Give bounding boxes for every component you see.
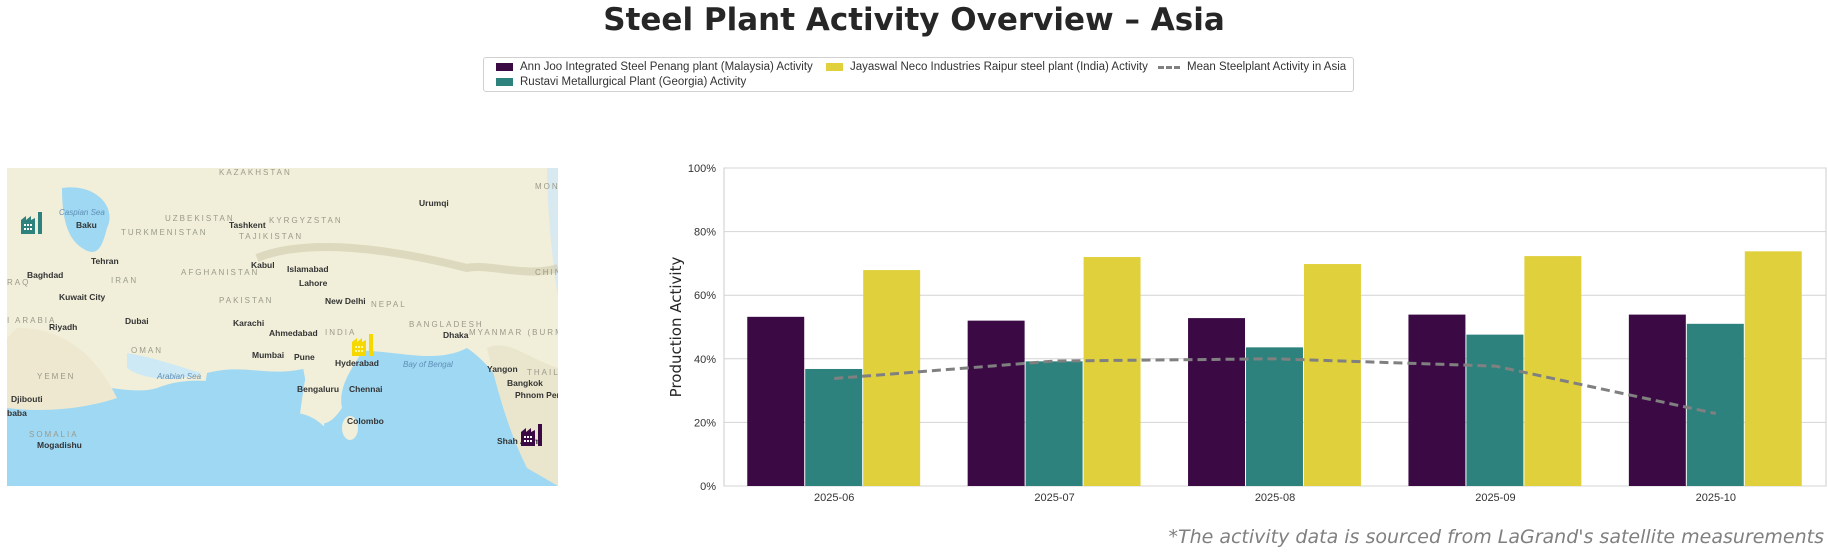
y-tick-label: 100%	[688, 163, 716, 175]
bar-2025-06-series-2	[863, 270, 921, 486]
footnote: *The activity data is sourced from LaGra…	[1168, 526, 1824, 548]
map-label: Mogadishu	[37, 440, 82, 450]
map-label: Pune	[294, 352, 315, 362]
map-label: Kabul	[251, 260, 275, 270]
map-label: PAKISTAN	[219, 296, 274, 305]
legend-label: Mean Steelplant Activity in Asia	[1187, 61, 1347, 73]
map-label: KAZAKHSTAN	[219, 168, 292, 177]
map-label: Chennai	[349, 384, 383, 394]
map-label: SOMALIA	[29, 430, 79, 439]
map-label: Hyderabad	[335, 358, 379, 368]
map-label: Bangkok	[507, 378, 543, 388]
map-label: BANGLADESH	[409, 320, 484, 329]
map-label: TURKMENISTAN	[121, 228, 208, 237]
map-label: Phnom Penh	[515, 390, 558, 400]
y-tick-label: 20%	[694, 417, 716, 429]
x-tick-label: 2025-09	[1475, 492, 1515, 504]
map-label: Colombo	[347, 416, 384, 426]
legend-label: Jayaswal Neco Industries Raipur steel pl…	[850, 61, 1148, 73]
map-label: Dhaka	[443, 330, 469, 340]
map-label: Ahmedabad	[269, 328, 318, 338]
map-label: MON	[535, 182, 558, 191]
legend-item-india: Jayaswal Neco Industries Raipur steel pl…	[826, 61, 1148, 73]
map-label: Yangon	[487, 364, 518, 374]
map-label: I ARABIA	[7, 316, 57, 325]
map-label: OMAN	[131, 346, 163, 355]
map-label: THAILA	[527, 368, 558, 377]
map-label: KYRGYZSTAN	[269, 216, 343, 225]
map-label: Tehran	[91, 256, 119, 266]
map-label: INDIA	[325, 328, 357, 337]
bar-2025-06-series-0	[747, 316, 805, 486]
map-label: Urumqi	[419, 198, 449, 208]
legend-label: Rustavi Metallurgical Plant (Georgia) Ac…	[520, 76, 747, 88]
legend-label: Ann Joo Integrated Steel Penang plant (M…	[520, 61, 813, 73]
map-background	[7, 168, 558, 486]
bar-2025-08-series-0	[1188, 318, 1246, 486]
bar-2025-06-series-1	[805, 368, 863, 486]
x-tick-label: 2025-06	[814, 492, 854, 504]
map-label: MYANMAR (BURMA)	[469, 328, 558, 337]
y-axis-label: Production Activity	[667, 257, 685, 398]
legend-swatch	[496, 63, 513, 71]
bar-2025-09-series-2	[1524, 256, 1582, 486]
bar-2025-07-series-2	[1083, 257, 1141, 486]
map-label: Bengaluru	[297, 384, 340, 394]
y-tick-label: 60%	[694, 290, 716, 302]
map-label: Islamabad	[287, 264, 329, 274]
map-label: Djibouti	[11, 394, 43, 404]
map-label: CHIN	[535, 268, 558, 277]
map-label: Lahore	[299, 278, 328, 288]
factory-icon[interactable]	[521, 422, 545, 446]
map-label: Dubai	[125, 316, 149, 326]
y-tick-label: 0%	[700, 481, 716, 493]
mean-activity-line	[834, 357, 1717, 415]
map-label: Karachi	[233, 318, 265, 328]
x-tick-label: 2025-07	[1034, 492, 1074, 504]
x-tick-label: 2025-10	[1696, 492, 1736, 504]
legend: Ann Joo Integrated Steel Penang plant (M…	[483, 57, 1354, 92]
map-label: baba	[7, 408, 27, 418]
legend-item-mean: Mean Steelplant Activity in Asia	[1158, 61, 1346, 73]
map-label: NEPAL	[371, 300, 407, 309]
map-label: Mumbai	[252, 350, 285, 360]
map-label: UZBEKISTAN	[165, 214, 235, 223]
asia-map: KAZAKHSTAN Urumqi UZBEKISTAN KYRGYZSTAN …	[7, 168, 558, 486]
bar-2025-08-series-1	[1246, 347, 1303, 486]
map-label: Baku	[76, 220, 97, 230]
map-label: TAJIKISTAN	[239, 232, 304, 241]
bar-2025-08-series-2	[1303, 264, 1361, 486]
bar-2025-09-series-1	[1466, 334, 1524, 486]
map-label: New Delhi	[325, 296, 366, 306]
map-label: Baghdad	[27, 270, 64, 280]
y-tick-label: 40%	[694, 354, 716, 366]
legend-swatch	[826, 63, 843, 71]
chart-title: Steel Plant Activity Overview – Asia	[603, 2, 1225, 38]
bar-2025-10-series-2	[1744, 251, 1802, 486]
map-label: Caspian Sea	[59, 208, 105, 217]
map-label: Bay of Bengal	[403, 360, 453, 369]
map-label: Arabian Sea	[157, 372, 202, 381]
map-label: Kuwait City	[59, 292, 106, 302]
factory-icon[interactable]	[352, 332, 376, 356]
map-label: Tashkent	[229, 220, 266, 230]
bar-chart: 0% 20% 40% 60% 80% 100% 2025-06 2025-07 2025-08 2…	[667, 163, 1827, 504]
bar-2025-10-series-1	[1686, 323, 1744, 486]
map-label: AFGHANISTAN	[181, 268, 260, 277]
legend-dash	[1158, 65, 1180, 69]
map-label: IRAN	[111, 276, 139, 285]
map-label: Shah Alam	[497, 436, 541, 446]
legend-item-malaysia: Ann Joo Integrated Steel Penang plant (M…	[496, 61, 813, 73]
map-label: Riyadh	[49, 322, 78, 332]
bar-2025-07-series-0	[967, 320, 1025, 486]
y-tick-label: 80%	[694, 227, 716, 239]
map-label: RAQ	[7, 278, 31, 287]
legend-item-georgia: Rustavi Metallurgical Plant (Georgia) Ac…	[496, 76, 746, 88]
bar-2025-07-series-1	[1025, 361, 1083, 486]
x-tick-label: 2025-08	[1255, 492, 1295, 504]
map-label: YEMEN	[37, 372, 76, 381]
bar-2025-09-series-0	[1408, 314, 1466, 486]
legend-swatch	[496, 78, 513, 86]
factory-icon[interactable]	[21, 210, 45, 234]
